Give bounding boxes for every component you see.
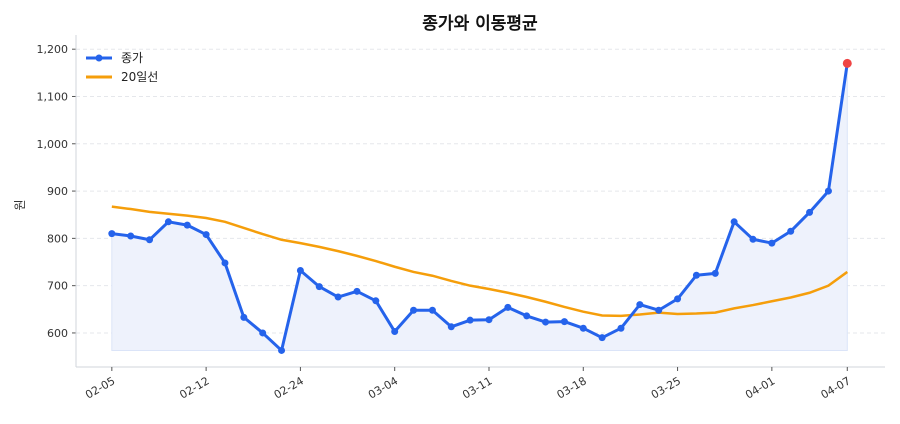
x-tick-label: 02-24 [272,374,306,401]
close-point [108,230,116,238]
close-point [730,218,738,226]
close-point [164,218,172,226]
close-point [674,295,682,303]
close-point [353,287,361,295]
close-line [111,63,849,352]
close-point [447,323,455,331]
close-point [787,227,795,235]
close-point [655,306,663,314]
y-tick-label: 1,000 [37,138,69,151]
close-point [542,318,550,326]
close-point [202,231,210,239]
y-tick-label: 900 [47,185,68,198]
legend-close-label: 종가 [121,51,143,65]
close-point [410,306,418,314]
x-tick-label: 04-01 [743,374,777,401]
close-point [523,312,531,320]
x-tick-label: 04-07 [819,374,853,401]
close-point [391,328,399,336]
close-point [221,259,229,267]
y-tick-label: 600 [47,327,68,340]
x-tick-label: 03-25 [649,374,683,401]
close-point [428,306,436,314]
last-close-point [842,58,852,68]
y-tick-label: 1,100 [37,90,69,103]
ma20-line [111,205,849,318]
close-point [768,239,776,247]
y-axis-label: 원 [13,199,27,210]
close-point [183,221,191,229]
y-tick-label: 700 [47,280,68,293]
x-tick-label: 02-05 [83,374,117,401]
legend-ma20-label: 20일선 [121,70,158,84]
close-point [466,316,474,324]
close-point [598,334,606,342]
legend: 종가 20일선 [86,51,158,84]
close-point [315,283,323,291]
x-tick-label: 03-11 [460,374,494,401]
close-point [334,293,342,301]
y-tick-label: 800 [47,232,68,245]
close-point [127,232,135,240]
close-point [372,297,380,305]
chart-title: 종가와 이동평균 [422,14,538,34]
close-point [824,187,832,195]
close-point [240,313,248,321]
close-point [579,324,587,332]
close-point [749,235,757,243]
legend-close-marker [95,54,103,62]
close-point [278,346,286,354]
close-point [504,303,512,311]
close-point [485,316,493,324]
close-point [259,329,267,337]
close-point [560,318,568,326]
close-point [146,236,154,244]
close-point [711,269,719,277]
close-point [617,324,625,332]
close-point [296,267,304,275]
x-tick-label: 03-04 [366,374,400,401]
x-tick-label: 03-18 [555,374,589,401]
y-tick-label: 1,200 [37,43,69,56]
close-point [806,208,814,216]
close-point [692,271,700,279]
x-tick-label: 02-12 [177,374,211,401]
close-point [636,301,644,309]
